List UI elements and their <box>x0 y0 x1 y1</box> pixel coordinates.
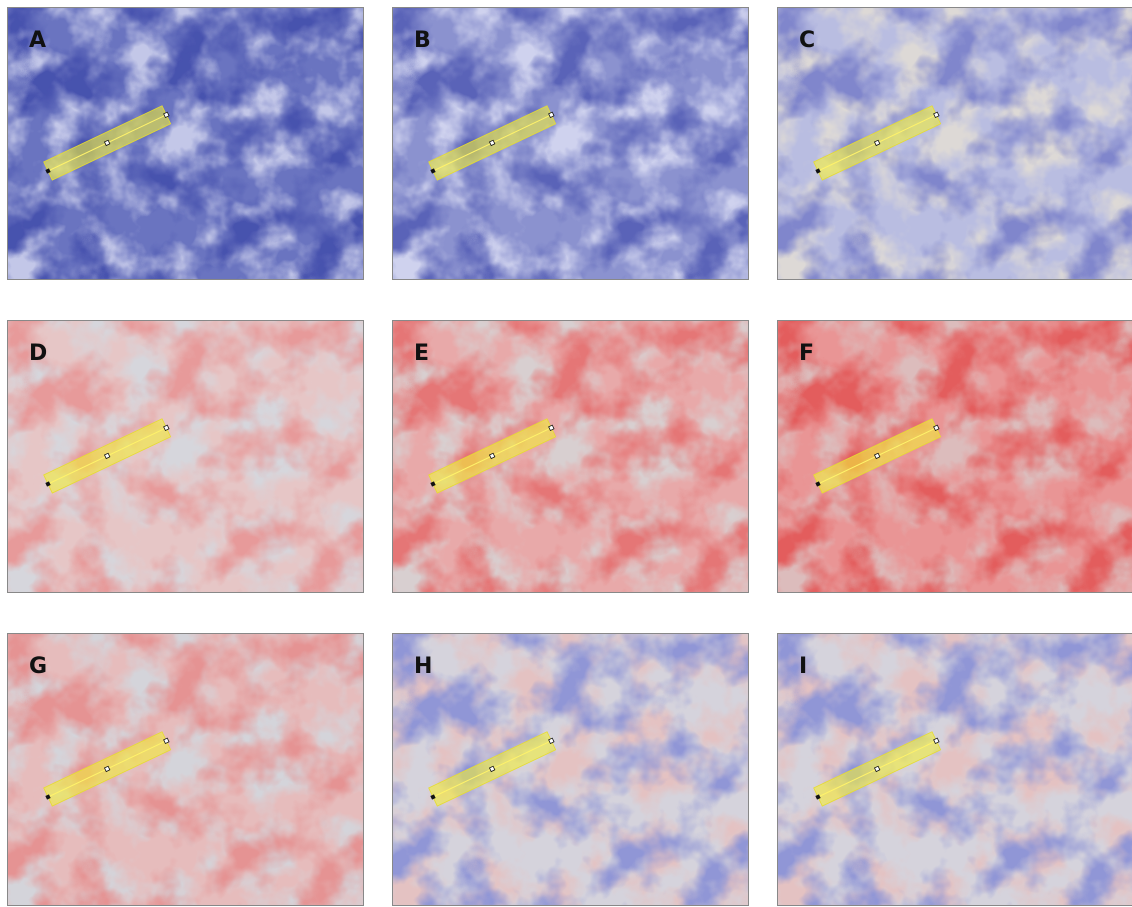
roi-handle <box>933 424 940 432</box>
roi-handle <box>873 452 881 460</box>
panel-label: H <box>414 654 432 679</box>
panel-label: E <box>414 341 429 366</box>
roi-handle <box>45 794 51 800</box>
panel-label: C <box>799 28 815 53</box>
line-roi <box>43 105 172 181</box>
roi-handle <box>548 424 555 432</box>
panel: A <box>7 7 364 280</box>
roi-handle <box>815 481 821 487</box>
line-roi <box>813 731 942 807</box>
panel-border <box>777 633 1132 906</box>
panel: F <box>777 320 1132 593</box>
roi-handle <box>430 794 436 800</box>
panel: C <box>777 7 1132 280</box>
panel-border <box>7 320 364 593</box>
panel: B <box>392 7 749 280</box>
panel: E <box>392 320 749 593</box>
line-roi <box>428 105 557 181</box>
panel-border <box>777 7 1132 280</box>
roi-handle <box>103 765 111 773</box>
roi-handle <box>103 452 111 460</box>
roi-handle <box>430 481 436 487</box>
roi-handle <box>45 481 51 487</box>
panel-border <box>7 633 364 906</box>
panel-label: B <box>414 28 431 53</box>
line-roi <box>813 105 942 181</box>
roi-handle <box>163 424 170 432</box>
line-roi <box>428 731 557 807</box>
texture-dark <box>777 320 1132 593</box>
panel-border <box>392 633 749 906</box>
texture-dark <box>7 320 364 593</box>
panel-border <box>392 7 749 280</box>
roi-handle <box>163 111 170 119</box>
panel: G <box>7 633 364 906</box>
panel: H <box>392 633 749 906</box>
panel-label: F <box>799 341 814 366</box>
line-roi <box>43 418 172 494</box>
texture-dark <box>392 320 749 593</box>
roi-handle <box>548 737 555 745</box>
roi-handle <box>873 765 881 773</box>
panel: D <box>7 320 364 593</box>
roi-handle <box>45 168 51 174</box>
roi-handle <box>873 139 881 147</box>
roi-handle <box>103 139 111 147</box>
roi-handle <box>815 168 821 174</box>
panel-border <box>7 7 364 280</box>
texture-dark <box>777 633 1132 906</box>
line-roi <box>428 418 557 494</box>
panel-border <box>392 320 749 593</box>
roi-handle <box>933 737 940 745</box>
roi-handle <box>488 139 496 147</box>
line-roi <box>813 418 942 494</box>
texture-dark <box>392 7 749 280</box>
texture-dark <box>7 633 364 906</box>
line-roi <box>43 731 172 807</box>
panel-label: I <box>799 654 807 679</box>
roi-handle <box>933 111 940 119</box>
panel-label: A <box>29 28 46 53</box>
roi-handle <box>488 452 496 460</box>
texture-dark <box>7 7 364 280</box>
panel: I <box>777 633 1132 906</box>
roi-handle <box>430 168 436 174</box>
roi-handle <box>815 794 821 800</box>
roi-handle <box>548 111 555 119</box>
roi-handle <box>488 765 496 773</box>
texture-dark <box>392 633 749 906</box>
roi-handle <box>163 737 170 745</box>
panel-label: G <box>29 654 47 679</box>
texture-dark <box>777 7 1132 280</box>
panel-border <box>777 320 1132 593</box>
panel-label: D <box>29 341 47 366</box>
